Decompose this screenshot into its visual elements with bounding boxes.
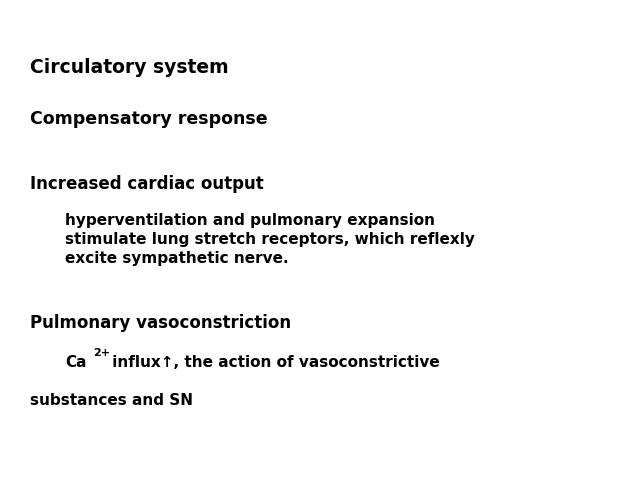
Text: Compensatory response: Compensatory response [30, 110, 268, 128]
Text: Ca: Ca [65, 355, 86, 370]
Text: Pulmonary vasoconstriction: Pulmonary vasoconstriction [30, 314, 291, 332]
Text: 2+: 2+ [93, 348, 110, 358]
Text: hyperventilation and pulmonary expansion
stimulate lung stretch receptors, which: hyperventilation and pulmonary expansion… [65, 213, 475, 266]
Text: substances and SN: substances and SN [30, 393, 193, 408]
Text: Circulatory system: Circulatory system [30, 58, 228, 77]
Text: Increased cardiac output: Increased cardiac output [30, 175, 264, 193]
Text: influx↑, the action of vasoconstrictive: influx↑, the action of vasoconstrictive [107, 355, 440, 370]
